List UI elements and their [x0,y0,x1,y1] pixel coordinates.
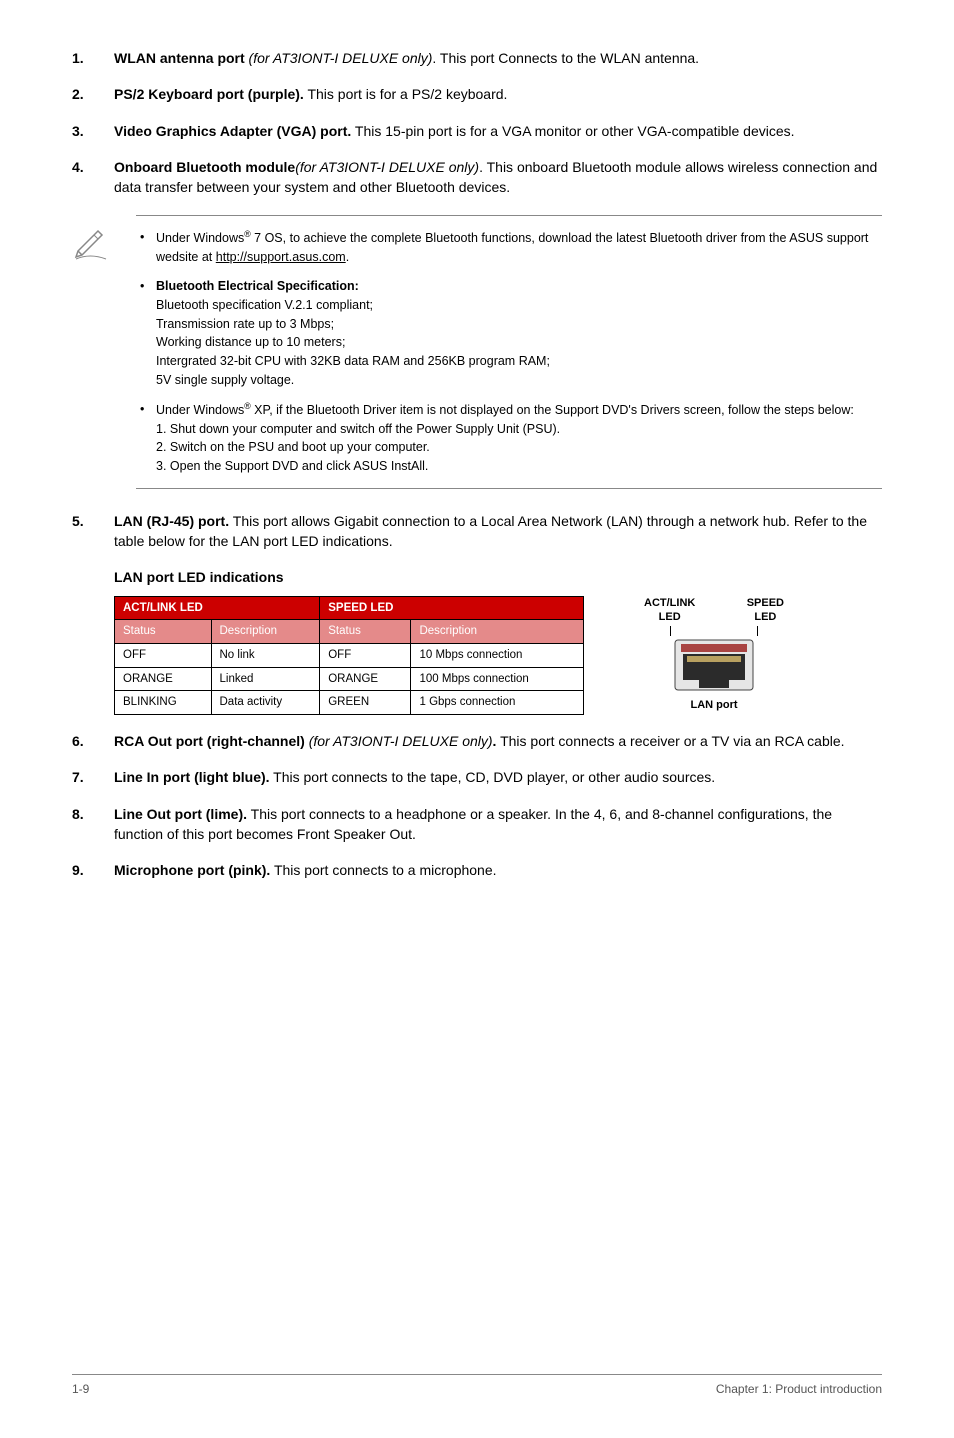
item-9: 9. Microphone port (pink). This port con… [72,860,882,880]
note-bullet-3: • Under Windows® XP, if the Bluetooth Dr… [140,400,878,476]
item-num: 2. [72,84,114,104]
lan-port-icon [669,636,759,694]
table-header: SPEED LED [320,596,584,620]
note-line: 5V single supply voltage. [156,373,294,387]
item-1: 1. WLAN antenna port (for AT3IONT-I DELU… [72,48,882,68]
note-line: Bluetooth specification V.2.1 compliant; [156,298,373,312]
item-title: Line Out port (lime). [114,806,247,822]
item-body: Microphone port (pink). This port connec… [114,860,882,880]
item-title: Video Graphics Adapter (VGA) port. [114,123,351,139]
note-line: Intergrated 32-bit CPU with 32KB data RA… [156,354,550,368]
item-title: PS/2 Keyboard port (purple). [114,86,304,102]
table-row: BLINKING Data activity GREEN 1 Gbps conn… [115,691,584,715]
note-subtitle: Bluetooth Electrical Specification: [156,279,359,293]
note-step: 1. Shut down your computer and switch of… [156,422,560,436]
lan-row: ACT/LINK LED SPEED LED Status Descriptio… [114,596,882,715]
note-content: • Under Windows® 7 OS, to achieve the co… [136,215,882,488]
table-cell: OFF [115,644,212,668]
table-cell: Data activity [211,691,320,715]
diagram-caption: LAN port [644,698,784,712]
table-subheader: Description [411,620,584,644]
note-text: Under Windows [156,232,244,246]
item-num: 1. [72,48,114,68]
item-6: 6. RCA Out port (right-channel) (for AT3… [72,731,882,751]
table-cell: ORANGE [320,667,411,691]
item-title: LAN (RJ-45) port. [114,513,229,529]
item-title: Line In port (light blue). [114,769,270,785]
item-qualifier: (for AT3IONT-I DELUXE only) [249,50,433,66]
item-rest: This port connects a receiver or a TV vi… [496,733,844,749]
page-footer: 1-9 Chapter 1: Product introduction [72,1374,882,1398]
item-body: Line Out port (lime). This port connects… [114,804,882,845]
item-num: 4. [72,157,114,198]
table-header: ACT/LINK LED [115,596,320,620]
item-num: 8. [72,804,114,845]
page-number: 1-9 [72,1381,89,1398]
item-rest: This port connects to a microphone. [270,862,496,878]
note-block: • Under Windows® 7 OS, to achieve the co… [72,215,882,488]
item-rest: This port connects to the tape, CD, DVD … [270,769,716,785]
note-bullet-1: • Under Windows® 7 OS, to achieve the co… [140,228,878,267]
item-3: 3. Video Graphics Adapter (VGA) port. Th… [72,121,882,141]
item-body: PS/2 Keyboard port (purple). This port i… [114,84,882,104]
note-line: Working distance up to 10 meters; [156,335,345,349]
table-cell: BLINKING [115,691,212,715]
chapter-title: Chapter 1: Product introduction [716,1381,882,1398]
item-num: 7. [72,767,114,787]
lan-led-table: ACT/LINK LED SPEED LED Status Descriptio… [114,596,584,715]
note-line: Transmission rate up to 3 Mbps; [156,317,334,331]
item-title: RCA Out port (right-channel) [114,733,309,749]
note-text: Under Windows [156,403,244,417]
table-cell: ORANGE [115,667,212,691]
table-row: ORANGE Linked ORANGE 100 Mbps connection [115,667,584,691]
table-cell: 10 Mbps connection [411,644,584,668]
diagram-label: SPEEDLED [747,596,784,625]
table-cell: OFF [320,644,411,668]
lan-port-diagram: ACT/LINKLED SPEEDLED LAN port [644,596,784,713]
item-title: WLAN antenna port [114,50,249,66]
table-cell: 100 Mbps connection [411,667,584,691]
lan-table-heading: LAN port LED indications [114,567,882,587]
item-rest: . This port Connects to the WLAN antenna… [432,50,699,66]
diagram-label: ACT/LINKLED [644,596,695,625]
item-rest: This 15-pin port is for a VGA monitor or… [351,123,794,139]
item-qualifier: (for AT3IONT-I DELUXE only) [295,159,479,175]
item-5: 5. LAN (RJ-45) port. This port allows Gi… [72,511,882,552]
item-num: 6. [72,731,114,751]
item-body: Onboard Bluetooth module(for AT3IONT-I D… [114,157,882,198]
item-body: Video Graphics Adapter (VGA) port. This … [114,121,882,141]
table-row: OFF No link OFF 10 Mbps connection [115,644,584,668]
note-step: 2. Switch on the PSU and boot up your co… [156,440,430,454]
item-title: Microphone port (pink). [114,862,270,878]
pencil-note-icon [72,215,136,266]
item-7: 7. Line In port (light blue). This port … [72,767,882,787]
item-body: RCA Out port (right-channel) (for AT3ION… [114,731,882,751]
item-2: 2. PS/2 Keyboard port (purple). This por… [72,84,882,104]
item-rest: This port is for a PS/2 keyboard. [304,86,508,102]
item-body: Line In port (light blue). This port con… [114,767,882,787]
table-subheader: Status [320,620,411,644]
item-body: WLAN antenna port (for AT3IONT-I DELUXE … [114,48,882,68]
table-cell: No link [211,644,320,668]
item-body: LAN (RJ-45) port. This port allows Gigab… [114,511,882,552]
item-8: 8. Line Out port (lime). This port conne… [72,804,882,845]
note-text: . [346,250,349,264]
item-num: 5. [72,511,114,552]
note-text: XP, if the Bluetooth Driver item is not … [251,403,854,417]
note-bullet-2: • Bluetooth Electrical Specification: Bl… [140,277,878,390]
table-subheader: Description [211,620,320,644]
item-4: 4. Onboard Bluetooth module(for AT3IONT-… [72,157,882,198]
item-qualifier: (for AT3IONT-I DELUXE only) [309,733,493,749]
item-num: 9. [72,860,114,880]
table-cell: Linked [211,667,320,691]
table-cell: 1 Gbps connection [411,691,584,715]
table-subheader: Status [115,620,212,644]
support-link[interactable]: http://support.asus.com [216,250,346,264]
item-num: 3. [72,121,114,141]
item-title: Onboard Bluetooth module [114,159,295,175]
note-step: 3. Open the Support DVD and click ASUS I… [156,459,428,473]
table-cell: GREEN [320,691,411,715]
